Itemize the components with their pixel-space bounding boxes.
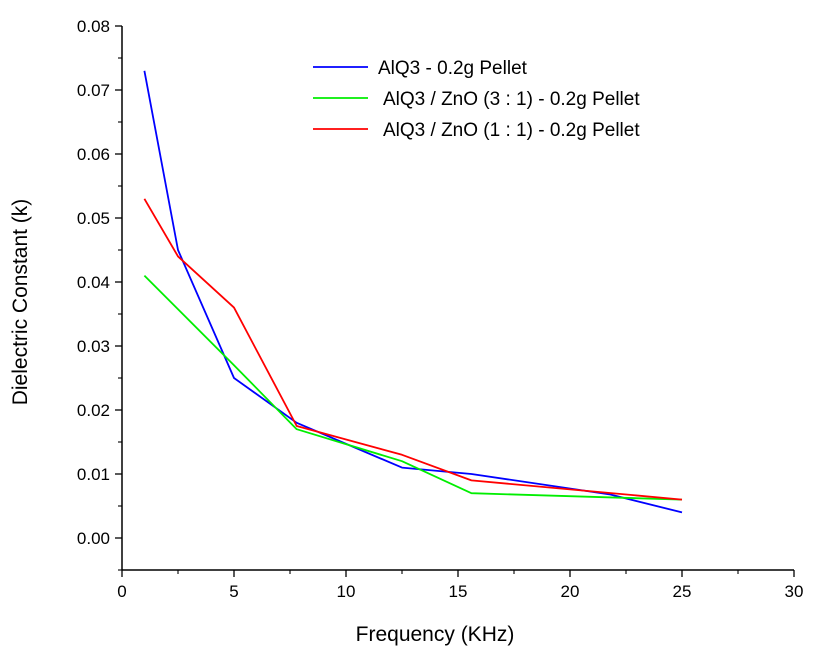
x-tick-label: 10: [337, 582, 356, 601]
y-tick-label: 0.04: [77, 273, 110, 292]
y-tick-label: 0.05: [77, 209, 110, 228]
x-tick-label: 0: [117, 582, 126, 601]
plot-lines: [143, 70, 683, 514]
x-tick-label: 30: [785, 582, 804, 601]
y-tick-label: 0.03: [77, 337, 110, 356]
x-tick-label: 25: [673, 582, 692, 601]
y-tick-label: 0.02: [77, 401, 110, 420]
series-line-2: [143, 274, 683, 501]
y-tick-label: 0.06: [77, 145, 110, 164]
x-axis-title: Frequency (KHz): [356, 623, 515, 646]
y-tick-label: 0.01: [77, 465, 110, 484]
legend-label-2: AlQ3 / ZnO (3 : 1) - 0.2g Pellet: [383, 89, 640, 110]
y-tick-label: 0.07: [77, 81, 110, 100]
x-tick-label: 5: [229, 582, 238, 601]
legend-label-1: AlQ3 - 0.2g Pellet: [378, 58, 528, 79]
series-line-3: [143, 198, 683, 501]
axes: 0 5 10 15 20 25 30 0.00 0.01 0.02 0.03 0.04 0.05 0.06…: [77, 17, 804, 601]
x-tick-label: 20: [561, 582, 580, 601]
y-tick-label: 0.08: [77, 17, 110, 36]
y-axis-title: Dielectric Constant (k): [9, 199, 32, 406]
legend-label-3: AlQ3 / ZnO (1 : 1) - 0.2g Pellet: [383, 120, 640, 141]
y-tick-label: 0.00: [77, 529, 110, 548]
legend: AlQ3 - 0.2g Pellet AlQ3 / ZnO (3 : 1) - 0…: [313, 58, 640, 141]
x-tick-label: 15: [449, 582, 468, 601]
